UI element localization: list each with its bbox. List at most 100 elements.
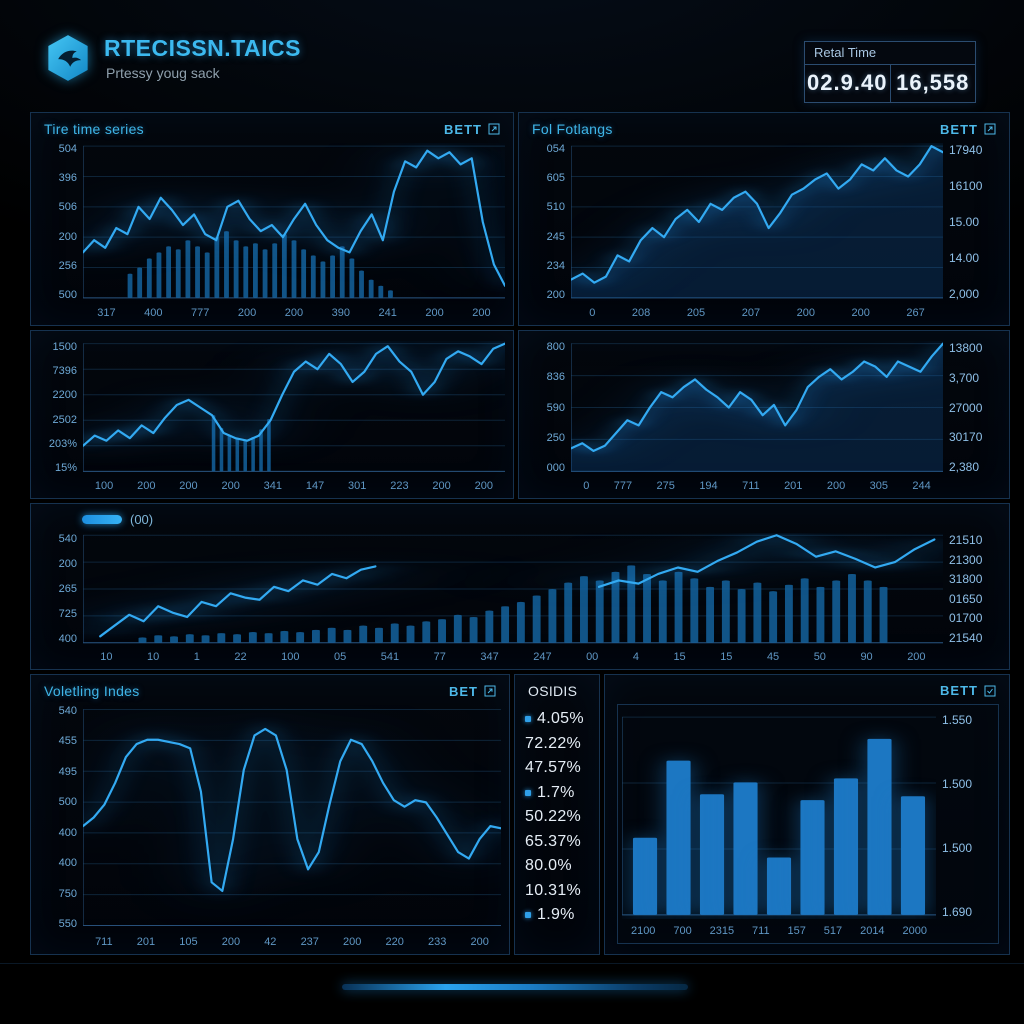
axis-tick: 200 — [58, 558, 77, 570]
axis-tick: 500 — [58, 288, 77, 301]
axis-tick: 200 — [796, 307, 815, 319]
bett-label: BETT — [940, 121, 978, 137]
axis-tick: 200 — [179, 480, 198, 492]
series-legend[interactable]: (00) — [44, 512, 153, 527]
plot-area — [571, 143, 943, 301]
axis-tick: 777 — [613, 480, 633, 492]
bett-button[interactable]: BETT — [940, 683, 996, 698]
axis-tick: 194 — [699, 480, 718, 492]
axis-tick: 200 — [284, 307, 304, 319]
app-subtitle: Prtessy youg sack — [106, 65, 220, 81]
panel-title: Voletling Indes — [44, 683, 140, 699]
axis-tick: 220 — [385, 936, 404, 948]
axis-tick: 1.500 — [942, 841, 973, 855]
bett-button[interactable]: BETT — [940, 122, 996, 137]
axis-tick: 05 — [333, 651, 347, 663]
axis-tick: 275 — [656, 480, 675, 492]
axis-tick: 200 — [474, 480, 493, 492]
panel-head: Fol Fotlangs BETT — [519, 113, 1009, 141]
axis-tick: 510 — [546, 201, 565, 214]
x-axis: 0 208 205 207 200 200 267 — [571, 301, 943, 319]
axis-tick: 245 — [546, 230, 565, 243]
axis-tick: 90 — [860, 651, 873, 663]
axis-tick: 15.00 — [949, 215, 980, 229]
axis-tick: 200 — [472, 307, 491, 319]
brand-text: RTECISSN.TAICS Prtessy youg sack — [104, 35, 301, 81]
brand: RTECISSN.TAICS Prtessy youg sack — [46, 34, 301, 82]
plot-area — [83, 143, 505, 301]
y-axis-left: 540 455 495 500 400 400 750 550 — [37, 705, 83, 930]
axis-tick: 31800 — [949, 572, 983, 587]
axis-tick: 15 — [673, 651, 686, 663]
plot-area — [83, 341, 505, 474]
axis-tick: 201 — [784, 480, 803, 492]
axis-tick: 157 — [787, 925, 806, 937]
axis-tick: 390 — [331, 307, 350, 319]
axis-tick: 200 — [432, 480, 451, 492]
panel-row2-left: 1500 7396 2200 2502 203% 15% 100 200 200 200 341 1… — [30, 330, 514, 499]
axis-tick: 241 — [378, 307, 397, 319]
axis-tick: 237 — [300, 936, 319, 948]
legend-swatch-icon — [82, 515, 122, 524]
axis-tick: 836 — [546, 371, 565, 384]
axis-tick: 1.550 — [942, 713, 973, 727]
axis-tick: 200 — [546, 288, 565, 301]
bar-chart: 1.550 1.500 1.500 1.690 2100 700 2315 711 157 51… — [617, 704, 999, 944]
axis-tick: 500 — [58, 796, 77, 809]
y-axis-left: 540 200 265 725 400 — [37, 533, 83, 645]
axis-tick: 400 — [58, 826, 77, 839]
axis-tick: 1500 — [52, 341, 77, 353]
axis-tick: 200 — [343, 936, 362, 948]
realtime-label: Retal Time — [805, 42, 975, 65]
axis-tick: 400 — [58, 633, 77, 645]
osidis-item: 1.9% — [525, 903, 593, 928]
y-axis-left: 1500 7396 2200 2502 203% 15% — [37, 341, 83, 474]
axis-tick: 700 — [673, 925, 692, 937]
axis-tick: 2315 — [709, 925, 735, 937]
panel-bar-chart: BETT 1.550 1.500 1.500 1.690 2100 700 2315 711… — [604, 674, 1010, 955]
axis-tick: 054 — [546, 143, 565, 155]
external-link-icon — [484, 685, 496, 697]
osidis-item: 72.22% — [525, 734, 582, 752]
panel-head: Tire time series BETT — [31, 113, 513, 141]
osidis-item: 4.05% — [525, 707, 593, 732]
x-axis: 711 201 105 200 42 237 200 220 233 200 — [83, 930, 501, 948]
axis-tick: 495 — [58, 765, 77, 778]
axis-tick: 504 — [58, 143, 77, 155]
axis-tick: 201 — [136, 936, 156, 948]
axis-tick: 711 — [752, 925, 770, 937]
panel-fol-fotlangs: Fol Fotlangs BETT 054 605 510 245 234 200 179… — [518, 112, 1010, 326]
axis-tick: 13800 — [949, 341, 983, 355]
axis-tick: 541 — [380, 651, 400, 663]
axis-tick: 244 — [912, 480, 931, 492]
axis-tick: 247 — [533, 651, 552, 663]
bullet-dot-icon — [525, 789, 531, 796]
x-axis: 100 200 200 200 341 147 301 223 200 200 — [83, 474, 505, 492]
osidis-item: 65.37% — [525, 832, 582, 850]
axis-tick: 517 — [823, 925, 843, 937]
osidis-item: 1.7% — [525, 781, 593, 806]
wide-composite-chart: 540 200 265 725 400 21510 21300 31800 01650 0170… — [31, 531, 1009, 669]
axis-tick: 200 — [237, 307, 257, 319]
bett-button[interactable]: BETT — [444, 122, 500, 137]
row2-left-chart: 1500 7396 2200 2502 203% 15% 100 200 200 200 341 1… — [31, 339, 513, 498]
y-axis-right: 17940 16100 15.00 14.00 2,000 — [943, 143, 1001, 301]
axis-tick: 2100 — [630, 925, 656, 937]
axis-tick: 205 — [686, 307, 706, 319]
axis-tick: 550 — [58, 917, 77, 930]
axis-tick: 233 — [428, 936, 447, 948]
panel-head: Voletling Indes BET — [31, 675, 509, 703]
axis-tick: 01700 — [949, 611, 983, 626]
bet-button[interactable]: BET — [449, 684, 496, 699]
axis-tick: 30170 — [949, 430, 983, 445]
axis-tick: 100 — [281, 651, 300, 663]
fol-fotlangs-chart: 054 605 510 245 234 200 17940 16100 15.00 14.00 2… — [519, 141, 1009, 325]
axis-tick: 45 — [766, 651, 780, 663]
axis-tick: 22 — [234, 651, 247, 663]
x-axis: 0 777 275 194 711 201 200 305 244 — [571, 474, 943, 492]
axis-tick: 10 — [100, 651, 113, 663]
axis-tick: 200 — [58, 230, 77, 243]
axis-tick: 2502 — [52, 413, 77, 426]
y-axis-right: 21510 21300 31800 01650 01700 21540 — [943, 533, 1001, 645]
y-axis-left: 800 836 590 250 000 — [525, 341, 571, 474]
